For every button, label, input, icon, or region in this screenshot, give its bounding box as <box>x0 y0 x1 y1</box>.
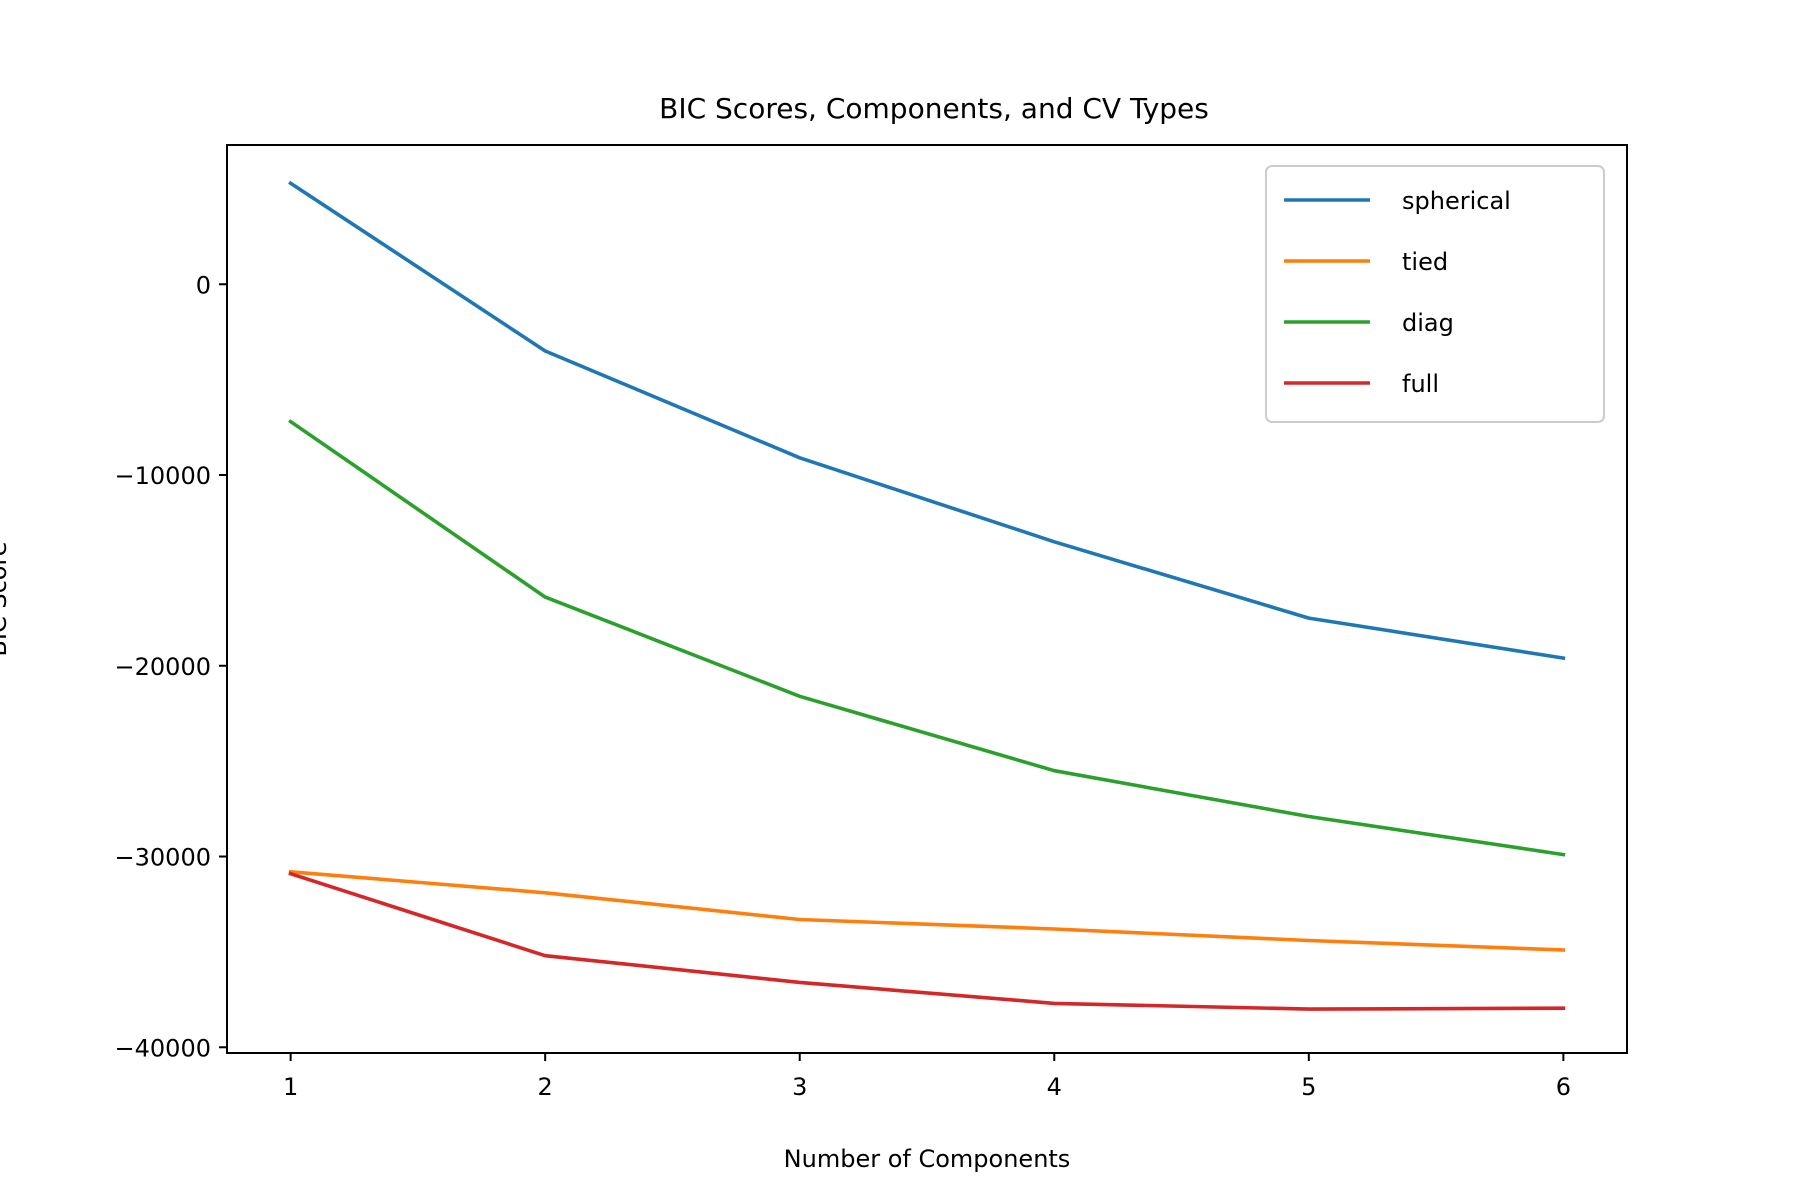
series-line-diag <box>288 419 1566 857</box>
y-tick-label: 0 <box>196 271 211 299</box>
y-tick-label: −10000 <box>115 462 211 490</box>
x-axis-ticks: 1 2 3 4 5 6 <box>283 1053 1571 1101</box>
y-axis-ticks: 0 −10000 −20000 −30000 −40000 <box>115 271 227 1062</box>
series-line-full <box>288 871 1566 1011</box>
x-tick-label: 2 <box>538 1073 553 1101</box>
legend: spherical tied diag full <box>1265 165 1605 423</box>
x-tick-label: 4 <box>1047 1073 1062 1101</box>
y-tick-label: −40000 <box>115 1034 211 1062</box>
y-axis-label: BIC Score <box>0 541 12 656</box>
y-tick-label: −20000 <box>115 653 211 681</box>
legend-frame <box>1265 165 1605 423</box>
series-layer <box>288 180 1566 1011</box>
legend-label-diag: diag <box>1402 309 1454 337</box>
legend-label-full: full <box>1402 370 1439 398</box>
series-line-spherical <box>288 180 1566 661</box>
series-line-tied <box>288 869 1566 952</box>
x-tick-label: 6 <box>1556 1073 1571 1101</box>
x-tick-label: 3 <box>792 1073 807 1101</box>
chart-title: BIC Scores, Components, and CV Types <box>659 92 1209 125</box>
x-tick-label: 1 <box>283 1073 298 1101</box>
x-tick-label: 5 <box>1301 1073 1316 1101</box>
legend-label-tied: tied <box>1402 248 1448 276</box>
axes-frame <box>226 144 1628 1054</box>
legend-label-spherical: spherical <box>1402 187 1511 215</box>
y-tick-label: −30000 <box>115 844 211 872</box>
x-axis-label: Number of Components <box>784 1145 1071 1173</box>
